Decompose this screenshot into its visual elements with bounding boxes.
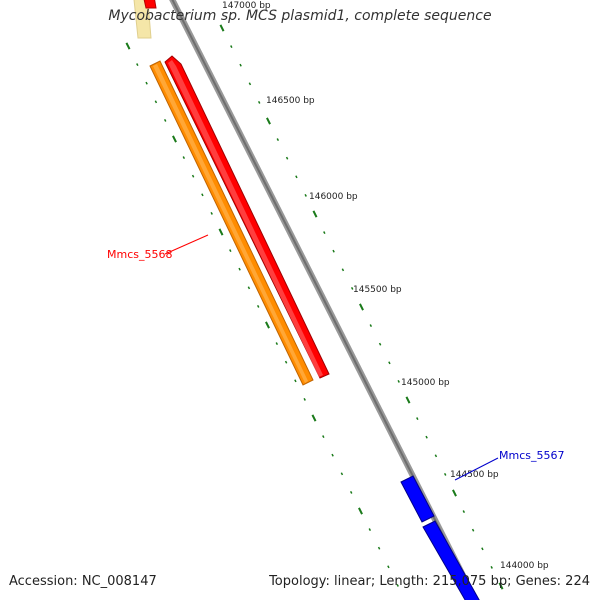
gene-label-mmcs-5567[interactable]: Mmcs_5567 [499, 449, 564, 462]
blue-feature-mmcs-5567-lower[interactable] [422, 520, 482, 600]
major-tick [311, 414, 317, 422]
accession-text: Accession: NC_008147 [9, 574, 157, 589]
minor-tick [247, 286, 251, 290]
minor-tick [201, 193, 204, 197]
minor-tick [248, 82, 252, 86]
minor-tick [490, 565, 493, 569]
minor-tick [154, 100, 158, 104]
minor-tick [387, 565, 390, 569]
minor-tick [257, 100, 261, 104]
minor-tick [332, 249, 335, 253]
tick-label: 147000 bp [222, 1, 271, 11]
tick-label: 145500 bp [353, 285, 402, 295]
gene-label-mmcs-5568[interactable]: Mmcs_5568 [107, 248, 172, 261]
minor-tick [443, 472, 447, 476]
minor-tick [350, 286, 354, 290]
major-tick [312, 210, 318, 218]
minor-tick [295, 175, 298, 179]
sequence-backbone-edge [177, 0, 483, 600]
major-tick [266, 117, 271, 125]
minor-tick [341, 268, 345, 272]
minor-tick [416, 417, 419, 421]
major-tick [405, 396, 411, 404]
minor-tick [462, 510, 466, 514]
major-tick [452, 489, 457, 497]
minor-tick [294, 379, 297, 383]
minor-tick [377, 546, 381, 550]
gene-callout-line-mmcs-5567 [454, 457, 499, 481]
minor-tick [369, 324, 373, 328]
minor-tick [239, 63, 242, 67]
minor-tick [191, 174, 195, 178]
minor-tick [163, 118, 167, 122]
major-tick [358, 507, 363, 515]
minor-tick [182, 156, 186, 160]
minor-tick [284, 360, 288, 364]
topology-summary: Topology: linear; Length: 215,075 bp; Ge… [269, 574, 590, 589]
minor-tick [349, 490, 353, 494]
minor-tick [388, 361, 391, 365]
minor-tick [276, 138, 280, 142]
gene-callout-line-mmcs-5568 [164, 234, 209, 255]
major-tick [498, 582, 504, 590]
minor-tick [210, 211, 213, 215]
tick-label: 146000 bp [309, 192, 358, 202]
minor-tick [136, 63, 139, 67]
minor-tick [397, 379, 400, 383]
red-feature-top-fragment[interactable] [142, 0, 157, 9]
minor-tick [285, 156, 289, 160]
major-tick [125, 42, 131, 50]
major-tick [219, 24, 225, 32]
yellow-feature[interactable] [133, 0, 152, 39]
minor-tick [471, 528, 475, 532]
minor-tick [378, 342, 382, 346]
orange-feature-highlight [153, 64, 308, 383]
minor-tick [238, 267, 241, 271]
minor-tick [304, 193, 307, 197]
minor-tick [434, 454, 438, 458]
minor-tick [229, 249, 232, 253]
major-tick [172, 135, 177, 143]
minor-tick [322, 435, 325, 439]
minor-tick [230, 45, 233, 49]
red-feature-highlight [168, 60, 323, 377]
minor-tick [425, 435, 428, 439]
tick-label: 144000 bp [500, 561, 549, 571]
blue-feature-mmcs-5567-upper[interactable] [400, 475, 435, 523]
tick-label: 144500 bp [450, 470, 499, 480]
tick-label: 146500 bp [266, 96, 315, 106]
major-tick [359, 303, 364, 311]
tick-label: 145000 bp [401, 378, 450, 388]
minor-tick [368, 528, 372, 532]
tick-marks-inner [125, 42, 399, 587]
minor-tick [256, 304, 260, 308]
minor-tick [323, 231, 326, 235]
minor-tick [275, 342, 279, 346]
minor-tick [481, 547, 484, 551]
minor-tick [340, 472, 344, 476]
minor-tick [303, 397, 306, 401]
minor-tick [331, 453, 334, 457]
map-title: Mycobacterium sp. MCS plasmid1, complete… [108, 8, 492, 24]
major-tick [265, 321, 270, 329]
minor-tick [396, 583, 399, 587]
tick-marks-outer [219, 24, 504, 590]
minor-tick [145, 81, 148, 85]
major-tick [218, 228, 224, 236]
